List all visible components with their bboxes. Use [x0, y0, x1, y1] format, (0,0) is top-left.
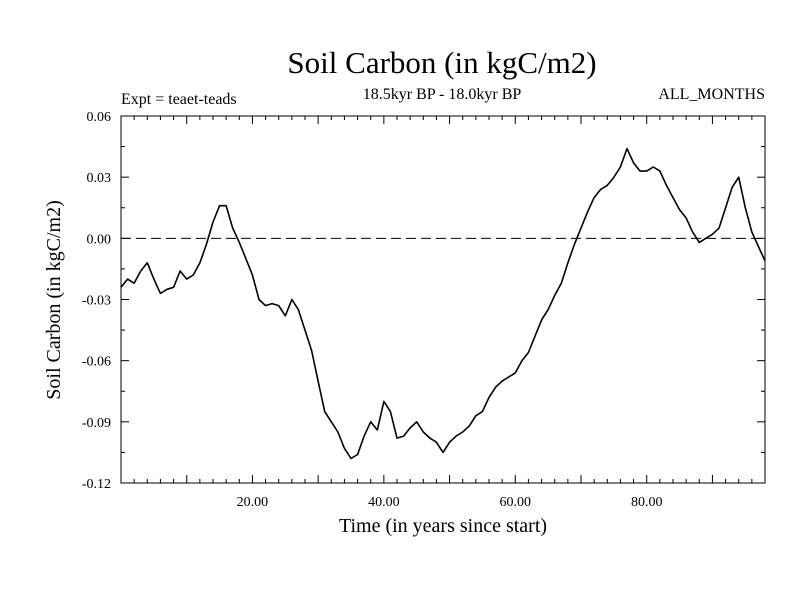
- series-group: [120, 147, 766, 460]
- y-tick-label: 0.06: [87, 110, 112, 125]
- x-tick-label: 40.00: [368, 495, 400, 510]
- y-tick-label: 0.00: [87, 232, 112, 247]
- x-tick-label: 60.00: [500, 495, 532, 510]
- series-line: [120, 147, 766, 460]
- chart-title: Soil Carbon (in kgC/m2): [287, 45, 596, 80]
- y-tick-label: -0.09: [82, 416, 111, 431]
- axis-tick-labels: -0.12 -0.09 -0.06 -0.03 0.00 0.03 0.06 20.00 40.…: [82, 110, 663, 510]
- y-tick-label: -0.12: [82, 477, 111, 492]
- y-tick-label: 0.03: [87, 171, 112, 186]
- x-tick-label: 80.00: [631, 495, 663, 510]
- y-tick-label: -0.06: [82, 355, 111, 370]
- y-tick-label: -0.03: [82, 294, 111, 309]
- experiment-label: Expt = teaet-teads: [121, 91, 237, 108]
- plot-frame: [120, 115, 766, 484]
- chart-subtitle: 18.5kyr BP - 18.0kyr BP: [363, 86, 522, 103]
- y-axis-label: Soil Carbon (in kgC/m2): [43, 200, 65, 399]
- axis-ticks: [121, 115, 765, 484]
- x-axis-label: Time (in years since start): [339, 515, 547, 537]
- x-tick-label: 20.00: [237, 495, 269, 510]
- season-label: ALL_MONTHS: [658, 86, 765, 103]
